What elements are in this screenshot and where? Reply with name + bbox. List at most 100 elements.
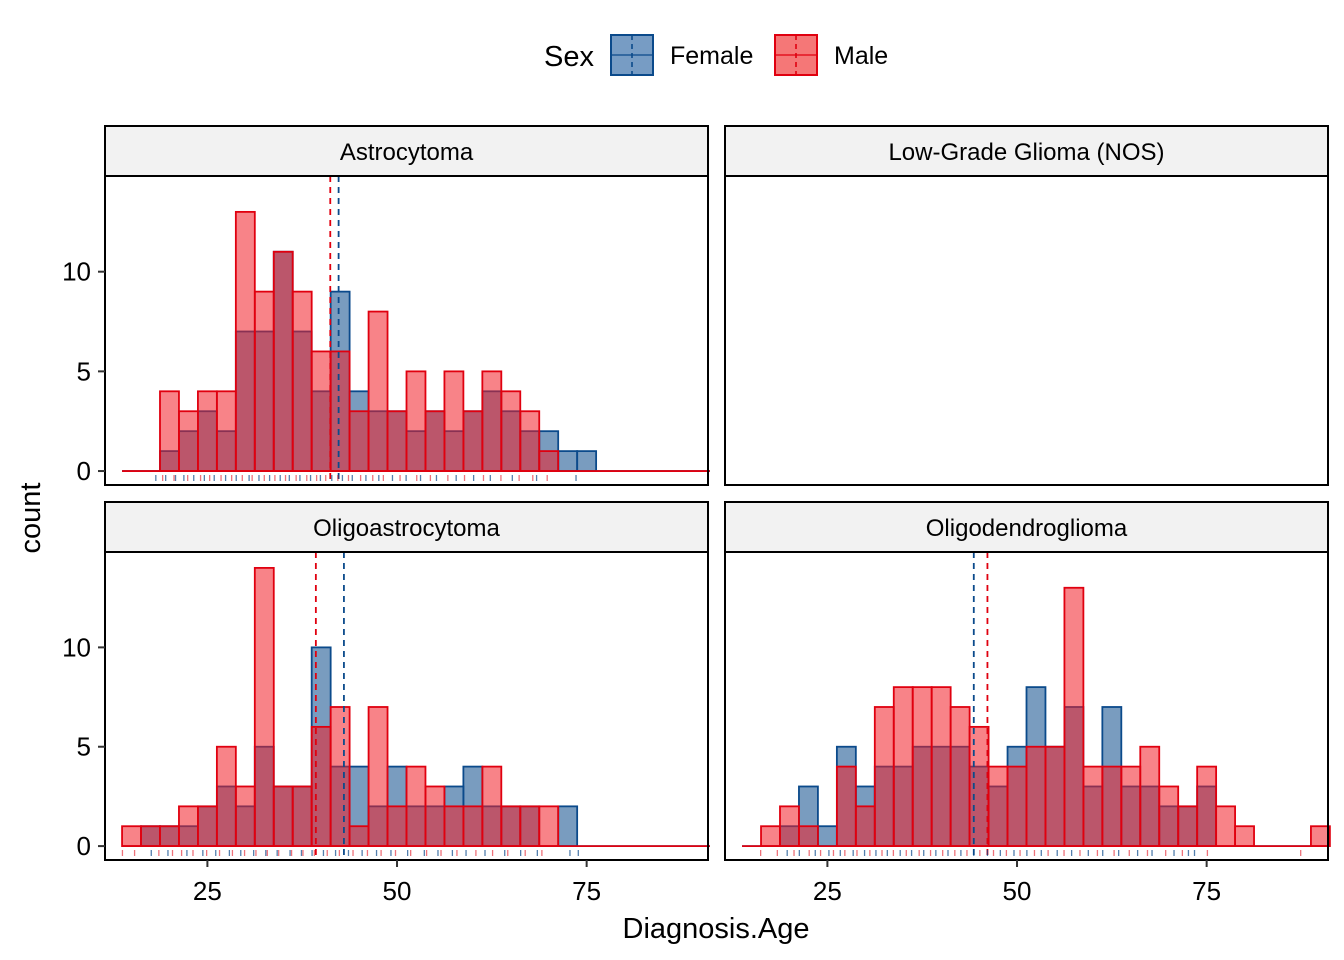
male-bar (234, 210, 256, 472)
male-bar (798, 825, 819, 847)
male-bar (405, 370, 427, 472)
male-bar (443, 370, 465, 472)
male-bar (348, 410, 370, 472)
male-bar (443, 805, 465, 847)
male-bar (197, 805, 218, 847)
male-bar (178, 410, 199, 472)
male-bar (424, 785, 446, 847)
male-bar (873, 706, 895, 847)
facet-strip (104, 501, 709, 553)
facet-strip (104, 125, 709, 177)
x-tick-label: 75 (572, 876, 601, 906)
facet-plot-area (122, 176, 710, 485)
male-bar (291, 290, 313, 472)
legend: Sex Female Male (544, 34, 888, 76)
facet-panel-border (724, 551, 1329, 861)
y-tick-label: 5 (77, 732, 91, 762)
male-bar (949, 706, 971, 847)
facet-panel: Oligodendroglioma 25 50 75 (724, 501, 1331, 906)
female-bar (557, 805, 579, 847)
male-bar (911, 686, 933, 847)
facet-strip (724, 501, 1329, 553)
male-bar (197, 390, 218, 472)
male-bar (481, 765, 503, 847)
male-bar (291, 785, 313, 847)
female-bar (817, 825, 838, 847)
female-bar (557, 450, 579, 472)
male-bar (892, 686, 914, 847)
male-bar (386, 805, 408, 847)
legend-title: Sex (544, 41, 594, 73)
facet-panels: Astrocytoma 0 5 10 Low-Grade Glioma (NOS) Oli… (62, 125, 1331, 906)
x-tick-label: 50 (1003, 876, 1032, 906)
male-bar (272, 785, 294, 847)
facet-panel-border (724, 175, 1329, 486)
male-bar (367, 706, 389, 847)
male-bar (215, 390, 237, 472)
male-bar (1063, 586, 1085, 847)
x-tick-label: 25 (813, 876, 842, 906)
facet-plot-area (742, 552, 1331, 860)
facet-panel: Low-Grade Glioma (NOS) (724, 125, 1329, 486)
male-bar (538, 450, 560, 472)
male-bar (968, 725, 990, 847)
male-bar (1120, 765, 1142, 847)
male-bar (253, 290, 275, 472)
male-bar (779, 805, 800, 847)
male-bar (1310, 825, 1331, 847)
male-bar (348, 825, 370, 847)
facet-strip-label: Astrocytoma (340, 139, 474, 166)
male-bar (462, 410, 484, 472)
male-bar (1101, 765, 1123, 847)
legend-key-male[interactable]: Male (774, 34, 888, 76)
y-tick-label: 10 (62, 257, 91, 287)
facet-panel-border (104, 551, 709, 861)
legend-label-female: Female (670, 42, 753, 70)
male-bar (140, 825, 161, 847)
male-bar (1006, 765, 1028, 847)
male-bar (159, 390, 180, 472)
male-bar (519, 805, 541, 847)
male-bar (854, 805, 876, 847)
male-bar (386, 410, 408, 472)
male-bar (835, 765, 857, 847)
male-bar (500, 390, 522, 472)
male-bar (987, 765, 1009, 847)
male-bar (310, 350, 332, 472)
male-bar (253, 566, 275, 847)
male-bar (1139, 745, 1161, 847)
y-axis-title: count (15, 483, 47, 554)
female-bar (576, 450, 598, 472)
facet-panel: Astrocytoma 0 5 10 (62, 125, 710, 486)
male-bar (481, 370, 503, 472)
male-bar (121, 825, 142, 847)
facet-panel: Oligoastrocytoma 0 5 10 25 50 75 (62, 501, 710, 906)
male-bar (272, 250, 294, 472)
x-tick-label: 50 (383, 876, 412, 906)
x-axis-title: Diagnosis.Age (623, 913, 810, 945)
male-bar (1044, 745, 1066, 847)
male-bar (178, 805, 199, 847)
x-tick-label: 75 (1192, 876, 1221, 906)
male-bar (500, 805, 522, 847)
facet-strip-label: Oligodendroglioma (926, 515, 1128, 542)
male-bar (159, 825, 180, 847)
facet-strip-label: Oligoastrocytoma (313, 515, 500, 542)
male-bar (1177, 805, 1199, 847)
male-bar (329, 706, 351, 847)
y-tick-label: 0 (77, 456, 91, 486)
y-tick-label: 10 (62, 632, 91, 662)
facet-plot-area (121, 552, 710, 860)
male-bar (760, 825, 781, 847)
facet-panel-border (104, 175, 709, 486)
legend-label-male: Male (834, 42, 888, 70)
facet-strip (724, 125, 1329, 177)
male-bar (405, 765, 427, 847)
male-bar (1025, 745, 1047, 847)
male-bar (1215, 805, 1236, 847)
male-bar (1082, 765, 1104, 847)
x-tick-label: 25 (193, 876, 222, 906)
male-bar (1196, 765, 1218, 847)
legend-key-female[interactable]: Female (610, 34, 753, 76)
